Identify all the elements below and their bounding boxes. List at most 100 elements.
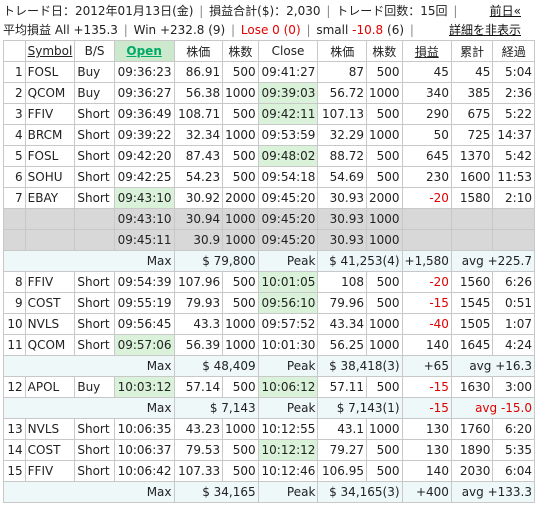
date-label: トレード日： bbox=[3, 4, 76, 18]
pl-cell: 290 bbox=[401, 103, 452, 125]
divider: | bbox=[231, 23, 236, 37]
elapsed-cell: 5:04 bbox=[492, 61, 535, 83]
pl-cell: 140 bbox=[401, 334, 452, 356]
col-open[interactable]: Open bbox=[113, 40, 175, 62]
symbol-cell: FOSL bbox=[24, 145, 76, 167]
empty-cell bbox=[74, 229, 115, 251]
close-time-cell: 10:01:05 bbox=[257, 271, 319, 293]
close-qty-cell: 1000 bbox=[365, 229, 403, 251]
open-qty-cell: 500 bbox=[222, 439, 259, 461]
table-row: 12 APOL Buy 10:03:12 57.14 500 10:06:12 57.11 50… bbox=[3, 376, 535, 398]
summary-diff: +1,580 bbox=[401, 250, 452, 272]
pl-cell: 340 bbox=[401, 82, 452, 104]
bs-cell: Short bbox=[74, 124, 115, 146]
cumulative-cell: 1560 bbox=[450, 271, 494, 293]
pl-cell: 130 bbox=[401, 439, 452, 461]
open-time-cell: 09:43:10 bbox=[113, 187, 175, 209]
table-row: 11 QCOM Short 09:57:06 56.39 1000 10:01:30 56.2… bbox=[3, 334, 535, 356]
cumulative-cell: 1370 bbox=[450, 145, 494, 167]
close-time-cell: 09:56:10 bbox=[257, 292, 319, 314]
report-header: トレード日：2012年01月13日(金) | 損益合計($)：2,030 | ト… bbox=[3, 2, 533, 40]
pl-cell: -20 bbox=[401, 271, 452, 293]
bs-cell: Short bbox=[74, 103, 115, 125]
col-close: Close bbox=[257, 40, 319, 62]
empty-cell bbox=[450, 208, 494, 230]
open-price-cell: 32.34 bbox=[173, 124, 224, 146]
symbol-cell: COST bbox=[24, 292, 76, 314]
open-price-cell: 86.91 bbox=[173, 61, 224, 83]
table-header-row: Symbol B/S Open 株価 株数 Close 株価 株数 損益 累計 … bbox=[3, 40, 535, 62]
summary-avg: avg -15.0 bbox=[450, 397, 535, 419]
open-time-cell: 09:57:06 bbox=[113, 334, 175, 356]
open-qty-cell: 1000 bbox=[222, 313, 259, 335]
divider: | bbox=[306, 23, 311, 37]
avg-all: 平均損益 All +135.3 bbox=[3, 23, 118, 37]
open-qty-cell: 1000 bbox=[222, 418, 259, 440]
close-time-cell: 09:45:20 bbox=[257, 187, 319, 209]
open-time-cell: 10:03:12 bbox=[113, 376, 175, 398]
summary-peak-label: Peak bbox=[257, 250, 319, 272]
summary-max-label: Max bbox=[3, 355, 175, 377]
elapsed-cell: 2:10 bbox=[492, 187, 535, 209]
open-qty-cell: 1000 bbox=[222, 229, 259, 251]
lose-stat: Lose 0 (0) bbox=[240, 23, 301, 37]
col-open-qty: 株数 bbox=[222, 40, 259, 62]
col-symbol[interactable]: Symbol bbox=[24, 40, 76, 62]
cumulative-cell: 1600 bbox=[450, 166, 494, 188]
open-qty-cell: 1000 bbox=[222, 82, 259, 104]
close-price-cell: 107.13 bbox=[317, 103, 367, 125]
cumulative-cell: 385 bbox=[450, 82, 494, 104]
close-time-cell: 09:54:18 bbox=[257, 166, 319, 188]
close-qty-cell: 500 bbox=[365, 376, 403, 398]
open-qty-cell: 1000 bbox=[222, 334, 259, 356]
row-number: 7 bbox=[3, 187, 26, 209]
summary-max-label: Max bbox=[3, 397, 175, 419]
col-cumulative: 累計 bbox=[450, 40, 494, 62]
empty-cell bbox=[3, 229, 26, 251]
row-number: 3 bbox=[3, 103, 26, 125]
elapsed-cell: 6:04 bbox=[492, 460, 535, 482]
open-qty-cell: 500 bbox=[222, 292, 259, 314]
open-price-cell: 87.43 bbox=[173, 145, 224, 167]
bs-cell: Short bbox=[74, 145, 115, 167]
close-qty-cell: 1000 bbox=[365, 124, 403, 146]
row-number: 1 bbox=[3, 61, 26, 83]
elapsed-cell: 5:22 bbox=[492, 103, 535, 125]
table-row: 7 EBAY Short 09:43:10 30.92 2000 09:45:20 30.93… bbox=[3, 187, 535, 209]
table-row: 2 QCOM Buy 09:36:27 56.38 1000 09:39:03 56.72 10… bbox=[3, 82, 535, 104]
close-price-cell: 57.11 bbox=[317, 376, 367, 398]
close-qty-cell: 500 bbox=[365, 460, 403, 482]
cumulative-cell: 1760 bbox=[450, 418, 494, 440]
close-price-cell: 108 bbox=[317, 271, 367, 293]
pl-cell: -40 bbox=[401, 313, 452, 335]
divider: | bbox=[199, 4, 204, 18]
elapsed-cell: 5:35 bbox=[492, 439, 535, 461]
bs-cell: Short bbox=[74, 271, 115, 293]
cumulative-cell: 675 bbox=[450, 103, 494, 125]
hide-details-link[interactable]: 詳細を非表示 bbox=[448, 23, 521, 37]
prev-day-link[interactable]: 前日« bbox=[489, 4, 521, 18]
open-price-cell: 108.71 bbox=[173, 103, 224, 125]
table-row: 6 SOHU Short 09:42:25 54.23 500 09:54:18 54.69 5… bbox=[3, 166, 535, 188]
close-price-cell: 87 bbox=[317, 61, 367, 83]
empty-cell bbox=[450, 229, 494, 251]
col-pl[interactable]: 損益 bbox=[401, 40, 452, 62]
table-row: 15 FFIV Short 10:06:42 107.33 500 10:12:46 106.… bbox=[3, 460, 535, 482]
close-price-cell: 43.34 bbox=[317, 313, 367, 335]
row-number: 5 bbox=[3, 145, 26, 167]
elapsed-cell: 14:37 bbox=[492, 124, 535, 146]
table-row: 9 COST Short 09:55:19 79.93 500 09:56:10 79.96 5… bbox=[3, 292, 535, 314]
cumulative-cell: 45 bbox=[450, 61, 494, 83]
trade-table: Symbol B/S Open 株価 株数 Close 株価 株数 損益 累計 … bbox=[3, 40, 535, 503]
symbol-cell: COST bbox=[24, 439, 76, 461]
small-value: -10.8 bbox=[352, 23, 384, 37]
divider: | bbox=[409, 23, 414, 37]
symbol-cell: APOL bbox=[24, 376, 76, 398]
open-time-cell: 10:06:37 bbox=[113, 439, 175, 461]
open-qty-cell: 1000 bbox=[222, 124, 259, 146]
summary-row: Max $ 7,143 Peak $ 7,143(1) -15 avg -15.0 bbox=[3, 397, 535, 419]
elapsed-cell: 1:07 bbox=[492, 313, 535, 335]
pl-total-label: 損益合計($)： bbox=[209, 4, 287, 18]
close-time-cell: 10:01:30 bbox=[257, 334, 319, 356]
